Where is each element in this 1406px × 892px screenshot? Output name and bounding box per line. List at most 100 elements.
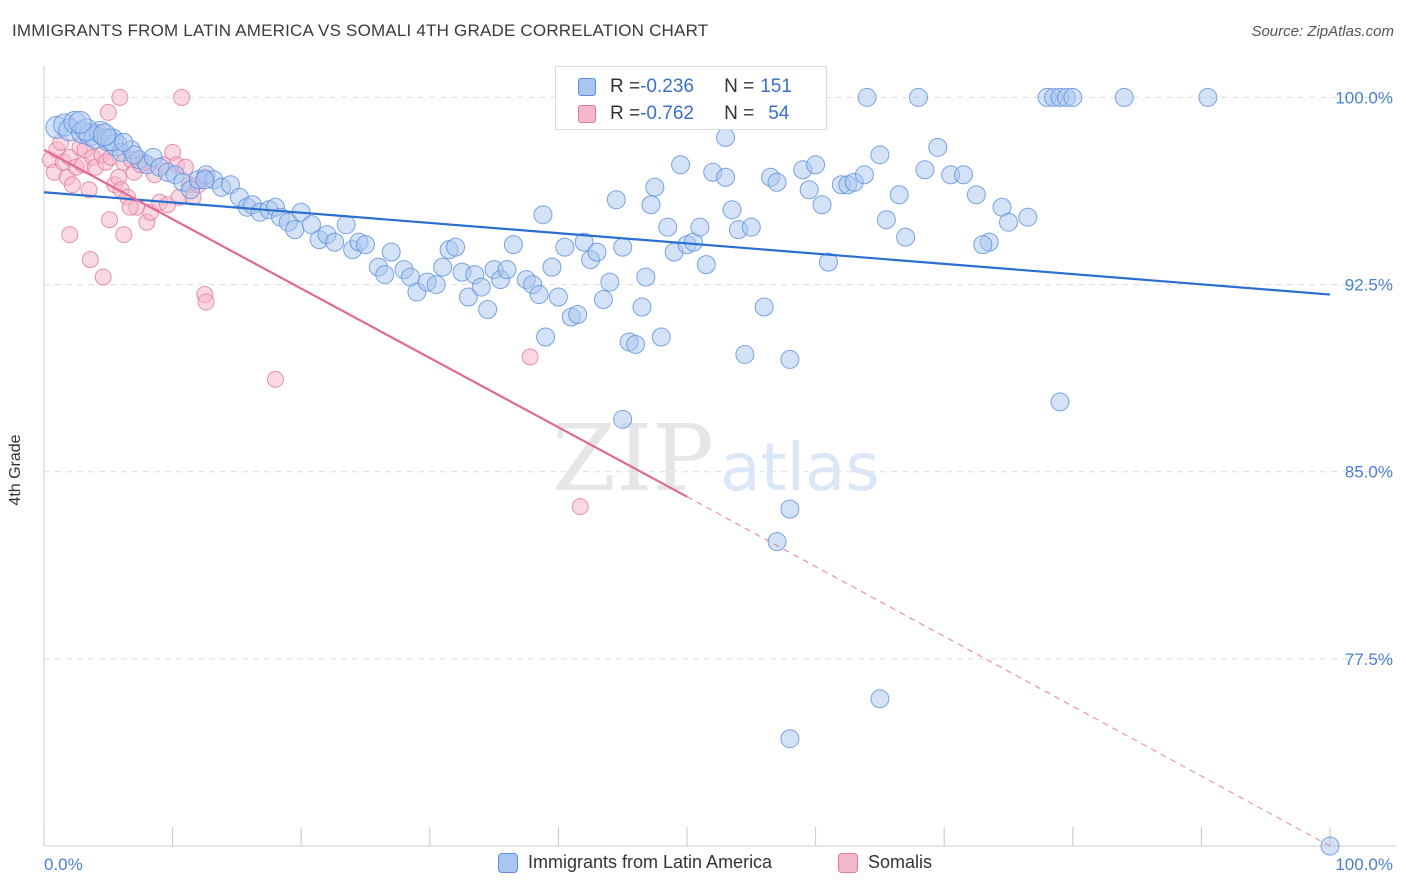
r-label: R = <box>610 76 641 97</box>
latin-america-point <box>908 87 928 107</box>
latin-america-point <box>799 180 819 200</box>
latin-america-point <box>548 287 568 307</box>
somalis-trend-extension <box>686 496 1331 847</box>
latin-america-point <box>854 165 874 185</box>
watermark-zip: ZIP <box>552 405 714 512</box>
latin-america-point <box>780 349 800 369</box>
latin-america-point <box>68 110 92 134</box>
grid-lines <box>44 96 1396 660</box>
latin-america-point <box>433 257 453 277</box>
latin-america-point <box>716 167 736 187</box>
legend-swatch-pink <box>838 852 858 873</box>
latin-america-point <box>812 195 832 215</box>
latin-america-point <box>458 287 478 307</box>
latin-america-point <box>92 123 116 147</box>
latin-america-point <box>381 242 401 262</box>
y-tick-label: 100.0% <box>1335 88 1393 107</box>
latin-america-point <box>645 177 665 197</box>
latin-america-point <box>593 290 613 310</box>
latin-america-point <box>915 160 935 180</box>
latin-america-point <box>671 155 691 175</box>
somalis-point <box>63 176 81 194</box>
somalis-point <box>115 226 133 244</box>
latin-america-point <box>741 217 761 237</box>
somalis-point <box>99 103 117 121</box>
latin-america-point <box>780 499 800 519</box>
latin-america-point <box>606 190 626 210</box>
x-tick-label: 100.0% <box>1335 855 1393 874</box>
latin-america-point <box>696 255 716 275</box>
y-tick-label: 77.5% <box>1345 650 1393 669</box>
latin-america-point <box>536 327 556 347</box>
r-label: R = <box>610 103 641 124</box>
n-label: N = <box>724 103 755 124</box>
latin-america-point <box>870 145 890 165</box>
legend-item-latin-america[interactable]: Immigrants from Latin America <box>498 852 772 873</box>
latin-america-point <box>1114 87 1134 107</box>
somalis-point <box>80 181 98 199</box>
latin-america-point <box>690 217 710 237</box>
latin-america-point <box>973 235 993 255</box>
latin-america-point <box>587 242 607 262</box>
tick-labels: 77.5% 85.0% 92.5% 100.0% 0.0% 100.0% <box>44 88 1393 874</box>
stats-box: R = -0.236 N = 151 R = -0.762 N = 54 <box>555 66 827 130</box>
latin-america-point <box>529 285 549 305</box>
latin-america-point <box>896 227 916 247</box>
n-value: 151 <box>760 76 792 97</box>
latin-america-point <box>446 237 466 257</box>
latin-america-point <box>767 532 787 552</box>
legend-item-somalis[interactable]: Somalis <box>838 852 932 873</box>
latin-america-point <box>1050 392 1070 412</box>
latin-america-point <box>636 267 656 287</box>
n-label: N = <box>724 76 755 97</box>
y-tick-label: 85.0% <box>1345 463 1393 482</box>
latin-america-point <box>574 232 594 252</box>
stats-row-pink: R = -0.762 N = 54 <box>578 103 789 125</box>
somalis-trend-line <box>43 148 688 498</box>
latin-america-point <box>780 729 800 749</box>
r-value: -0.236 <box>640 76 694 97</box>
latin-america-point <box>716 127 736 147</box>
latin-america-point <box>336 215 356 235</box>
latin-america-point <box>1063 87 1083 107</box>
latin-america-point <box>953 165 973 185</box>
legend-swatch-blue <box>498 852 518 873</box>
pink-swatch <box>578 105 596 123</box>
latin-america-point <box>533 205 553 225</box>
latin-america-point <box>555 237 575 257</box>
latin-america-point <box>478 300 498 320</box>
latin-america-point <box>195 170 215 190</box>
latin-america-point <box>928 137 948 157</box>
latin-america-point <box>651 327 671 347</box>
latin-america-point <box>632 297 652 317</box>
latin-america-point <box>767 172 787 192</box>
r-value: -0.762 <box>640 103 694 124</box>
latin-america-point <box>818 252 838 272</box>
latin-america-point <box>325 232 345 252</box>
latin-america-point <box>356 235 375 255</box>
blue-swatch <box>578 78 596 96</box>
latin-america-point <box>1018 207 1038 227</box>
stats-row-blue: R = -0.236 N = 151 <box>578 76 792 98</box>
somalis-point <box>61 226 79 244</box>
x-tick-label: 0.0% <box>44 855 83 874</box>
latin-america-point <box>889 185 909 205</box>
y-tick-label: 92.5% <box>1345 276 1393 295</box>
latin-america-point <box>876 210 896 230</box>
somalis-point <box>101 211 119 229</box>
latin-america-point <box>600 272 620 292</box>
somalis-point <box>111 88 129 106</box>
latin-america-trend-line <box>43 191 1331 296</box>
chart-title: IMMIGRANTS FROM LATIN AMERICA VS SOMALI … <box>12 21 709 40</box>
latin-america-point <box>658 217 678 237</box>
axes <box>43 66 1396 847</box>
latin-america-point <box>857 87 877 107</box>
latin-america-point <box>735 344 755 364</box>
latin-america-point <box>503 235 523 255</box>
latin-america-point <box>626 334 646 354</box>
somalis-point <box>121 198 139 216</box>
latin-america-point <box>285 220 305 240</box>
somalis-point <box>266 370 284 388</box>
latin-america-point <box>375 265 395 285</box>
